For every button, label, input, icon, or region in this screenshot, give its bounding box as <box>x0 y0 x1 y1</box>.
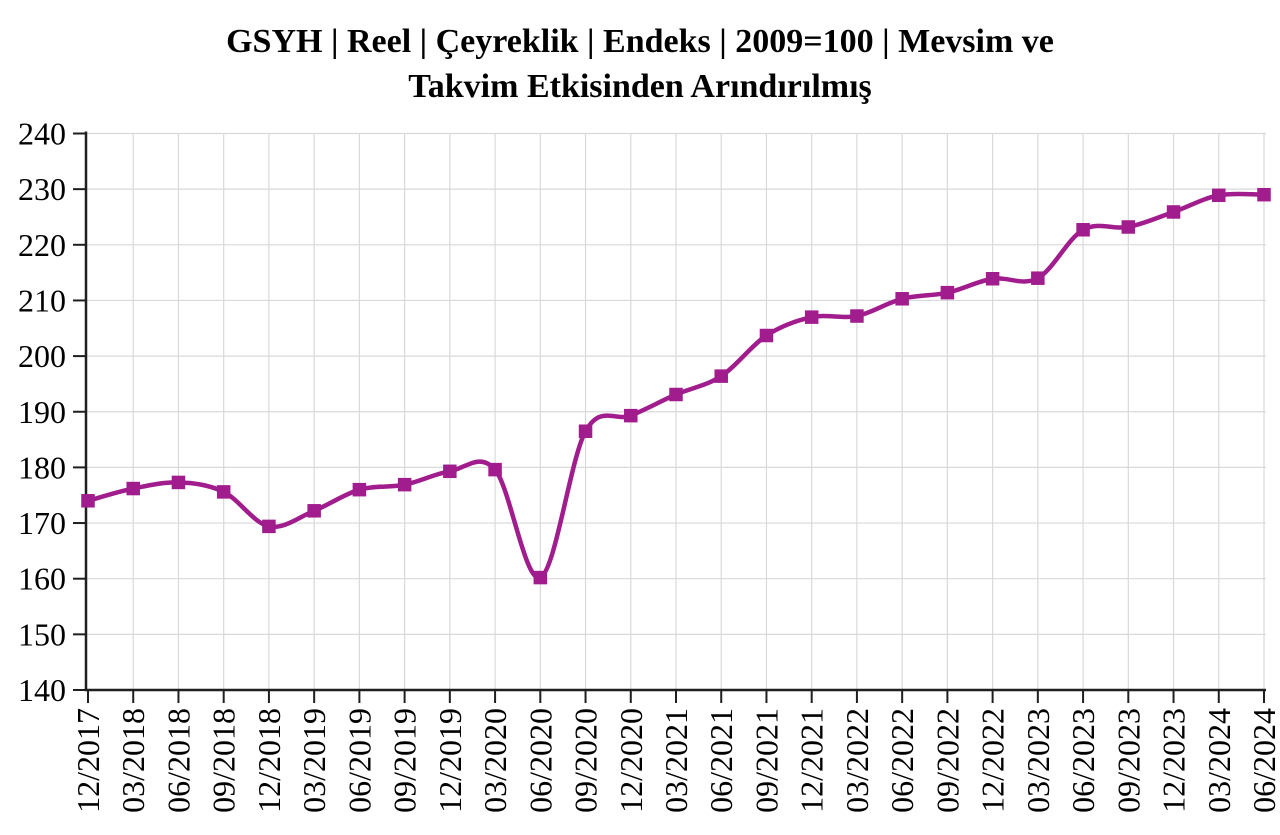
chart-title-line-1: GSYH | Reel | Çeyreklik | Endeks | 2009=… <box>226 23 1054 60</box>
svg-text:06/2021: 06/2021 <box>703 708 739 813</box>
svg-text:12/2020: 12/2020 <box>613 708 649 813</box>
svg-text:06/2024: 06/2024 <box>1246 708 1280 813</box>
svg-text:03/2018: 03/2018 <box>115 708 151 813</box>
svg-text:240: 240 <box>18 116 66 152</box>
svg-text:09/2020: 09/2020 <box>568 708 604 813</box>
svg-text:140: 140 <box>18 672 66 708</box>
x-axis-labels: 12/2017 03/2018 06/2018 09/2018 12/2018 03/20… <box>70 708 1280 813</box>
svg-text:12/2022: 12/2022 <box>975 708 1011 813</box>
svg-text:220: 220 <box>18 227 66 263</box>
svg-text:12/2018: 12/2018 <box>251 708 287 813</box>
svg-text:12/2021: 12/2021 <box>794 708 830 813</box>
svg-text:200: 200 <box>18 338 66 374</box>
svg-text:160: 160 <box>18 561 66 597</box>
svg-text:180: 180 <box>18 449 66 485</box>
svg-text:09/2019: 09/2019 <box>387 708 423 813</box>
svg-text:03/2023: 03/2023 <box>1020 708 1056 813</box>
svg-text:06/2023: 06/2023 <box>1065 708 1101 813</box>
data-point-markers <box>81 187 1271 585</box>
svg-text:210: 210 <box>18 282 66 318</box>
svg-text:03/2024: 03/2024 <box>1201 708 1237 813</box>
svg-text:190: 190 <box>18 394 66 430</box>
svg-text:06/2020: 06/2020 <box>522 708 558 813</box>
svg-text:150: 150 <box>18 616 66 652</box>
svg-text:09/2018: 09/2018 <box>206 708 242 813</box>
svg-text:230: 230 <box>18 171 66 207</box>
vertical-gridlines <box>132 133 1265 690</box>
svg-text:09/2023: 09/2023 <box>1110 708 1146 813</box>
svg-text:03/2021: 03/2021 <box>658 708 694 813</box>
svg-text:06/2018: 06/2018 <box>160 708 196 813</box>
svg-text:170: 170 <box>18 505 66 541</box>
svg-text:12/2019: 12/2019 <box>432 708 468 813</box>
y-axis-labels: 140 150 160 170 180 190 200 210 220 230 240 <box>18 116 66 709</box>
svg-text:09/2021: 09/2021 <box>748 708 784 813</box>
axis-ticks <box>73 132 1265 703</box>
svg-text:06/2019: 06/2019 <box>341 708 377 813</box>
svg-text:12/2023: 12/2023 <box>1156 708 1192 813</box>
svg-text:03/2022: 03/2022 <box>839 708 875 813</box>
axis-lines <box>84 131 1266 692</box>
svg-text:09/2022: 09/2022 <box>929 708 965 813</box>
svg-text:03/2019: 03/2019 <box>296 708 332 813</box>
svg-text:06/2022: 06/2022 <box>884 708 920 813</box>
chart-title-line-2: Takvim Etkisinden Arındırılmış <box>408 68 872 105</box>
data-series-line <box>85 191 1267 580</box>
svg-text:12/2017: 12/2017 <box>70 708 106 813</box>
svg-text:03/2020: 03/2020 <box>477 708 513 813</box>
